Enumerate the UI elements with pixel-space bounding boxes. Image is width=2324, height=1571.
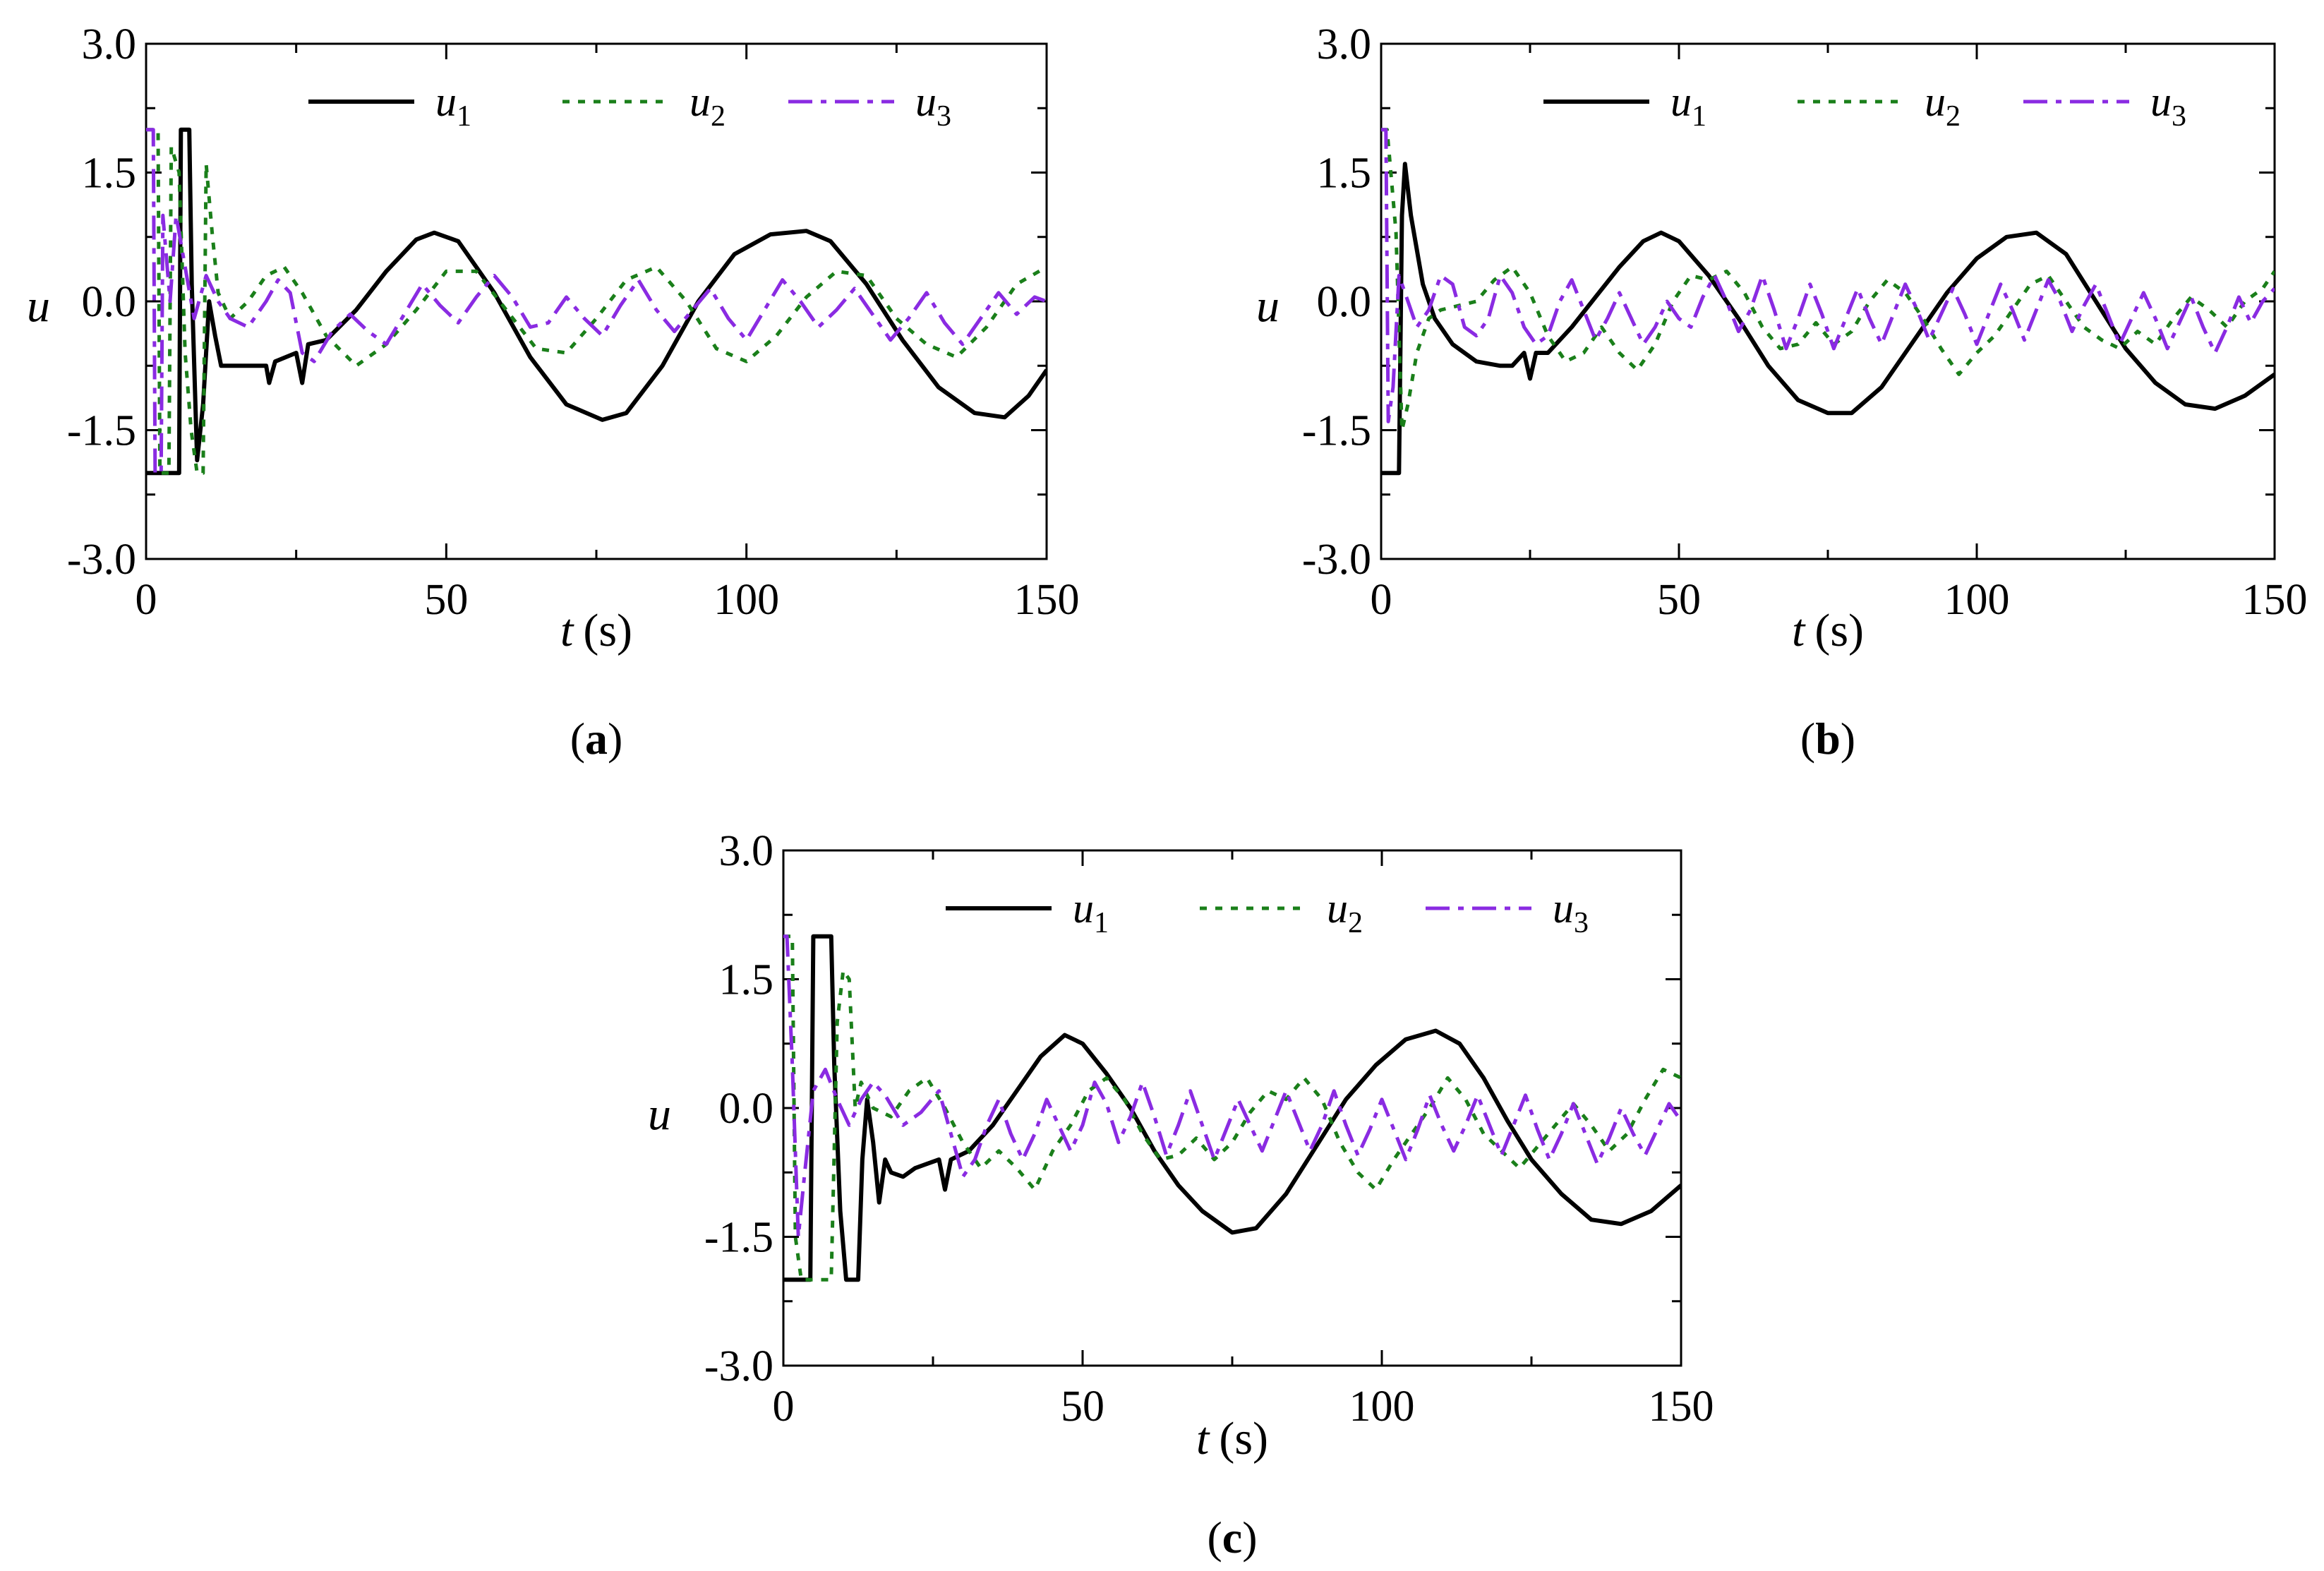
plot-frame — [782, 849, 1682, 1367]
series-line-u2 — [146, 128, 1047, 475]
y-tick-label: -1.5 — [1302, 407, 1371, 455]
legend-subscript: 3 — [937, 100, 951, 133]
legend-label-u1: u1 — [1670, 78, 1706, 133]
x-axis-label: t (s) — [1196, 1413, 1268, 1464]
y-tick-label: 3.0 — [1317, 20, 1372, 68]
legend-label-u3: u3 — [2150, 78, 2186, 133]
y-tick-label: 1.5 — [1317, 150, 1372, 198]
y-tick-label: 0.0 — [82, 278, 137, 326]
legend-label-u2: u2 — [690, 78, 726, 133]
panel-paren-close: ) — [1242, 1512, 1257, 1563]
series-group — [1381, 128, 2275, 476]
x-tick-label: 150 — [1014, 576, 1080, 624]
y-axis-label: u — [27, 280, 50, 332]
x-tick-label: 0 — [773, 1383, 795, 1431]
x-tick-label: 150 — [1649, 1383, 1714, 1431]
legend-variable: u — [1073, 885, 1094, 932]
panel-paren-open: ( — [1800, 714, 1815, 764]
legend-subscript: 1 — [1094, 907, 1109, 939]
legend-subscript: 3 — [1574, 907, 1589, 939]
y-tick-label: 3.0 — [719, 827, 774, 875]
legend-label-u1: u1 — [435, 78, 471, 133]
legend-label-u3: u3 — [1553, 885, 1589, 939]
y-tick-label: -3.0 — [1302, 536, 1371, 584]
legend-label-u2: u2 — [1327, 885, 1363, 939]
legend-subscript: 3 — [2172, 100, 2186, 133]
legend-variable: u — [2150, 78, 2172, 125]
y-tick-label: 3.0 — [82, 20, 137, 68]
legend-variable: u — [915, 78, 937, 125]
plot-frame — [145, 42, 1048, 560]
legend-subscript: 2 — [1348, 907, 1363, 939]
x-axis-variable: t — [560, 605, 574, 656]
series-line-u1 — [1381, 162, 2275, 476]
y-tick-label: -1.5 — [704, 1214, 773, 1262]
legend-label-u2: u2 — [1925, 78, 1961, 133]
x-tick-label: 150 — [2242, 576, 2308, 624]
x-axis-unit: (s) — [1219, 1413, 1268, 1464]
series-group — [146, 127, 1047, 476]
y-tick-label: 1.5 — [82, 150, 137, 198]
legend-variable: u — [1925, 78, 1946, 125]
legend-variable: u — [690, 78, 711, 125]
plot-frame — [1380, 42, 2276, 560]
y-tick-label: 1.5 — [719, 956, 774, 1004]
panel-paren-open: ( — [1207, 1512, 1222, 1563]
panel-letter: a — [585, 714, 608, 764]
x-tick-label: 50 — [1061, 1383, 1104, 1431]
x-tick-label: 100 — [714, 576, 779, 624]
y-tick-label: 0.0 — [719, 1085, 774, 1133]
panel-paren-close: ) — [1841, 714, 1855, 764]
legend-subscript: 1 — [457, 100, 471, 133]
series-line-u1 — [146, 127, 1047, 476]
legend-subscript: 2 — [1946, 100, 1961, 133]
legend-subscript: 2 — [711, 100, 726, 133]
x-axis-label: t (s) — [1792, 605, 1864, 656]
series-line-u3 — [146, 128, 1047, 475]
series-line-u3 — [783, 934, 1681, 1239]
x-tick-label: 100 — [1944, 576, 2010, 624]
series-group — [783, 934, 1681, 1282]
legend-variable: u — [1327, 885, 1348, 932]
x-tick-label: 100 — [1349, 1383, 1415, 1431]
panel-letter: b — [1815, 714, 1841, 764]
legend-label-u3: u3 — [915, 78, 951, 133]
legend-label-u1: u1 — [1073, 885, 1109, 939]
y-tick-label: 0.0 — [1317, 278, 1372, 326]
series-line-u3 — [1381, 128, 2275, 423]
panel-paren-close: ) — [608, 714, 622, 764]
series-line-u2 — [783, 934, 1681, 1282]
legend-variable: u — [1670, 78, 1692, 125]
x-axis-unit: (s) — [583, 605, 632, 656]
legend-subscript: 1 — [1692, 100, 1706, 133]
x-tick-label: 0 — [1371, 576, 1392, 624]
panel-label: (a) — [570, 714, 623, 764]
series-line-u1 — [783, 934, 1681, 1282]
x-tick-label: 50 — [1657, 576, 1701, 624]
y-tick-label: -3.0 — [704, 1342, 773, 1390]
y-axis-label: u — [1256, 280, 1280, 332]
series-line-u2 — [1381, 128, 2275, 432]
legend-variable: u — [435, 78, 457, 125]
panel-paren-open: ( — [570, 714, 585, 764]
panel-label: (c) — [1207, 1512, 1257, 1563]
y-axis-label: u — [648, 1088, 671, 1140]
x-tick-label: 50 — [424, 576, 468, 624]
panel-letter: c — [1222, 1512, 1242, 1563]
x-tick-label: 0 — [136, 576, 157, 624]
x-axis-unit: (s) — [1814, 605, 1864, 656]
y-tick-label: -3.0 — [67, 536, 136, 584]
x-axis-variable: t — [1196, 1413, 1210, 1464]
x-axis-variable: t — [1792, 605, 1806, 656]
y-tick-label: -1.5 — [67, 407, 136, 455]
x-axis-label: t (s) — [560, 605, 632, 656]
legend-variable: u — [1553, 885, 1574, 932]
panel-label: (b) — [1800, 714, 1855, 764]
